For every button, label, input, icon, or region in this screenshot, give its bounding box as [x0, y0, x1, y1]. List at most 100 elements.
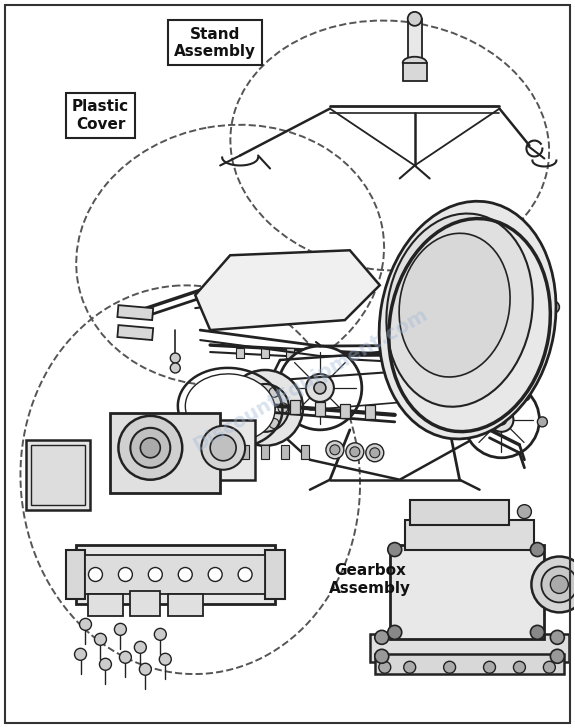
Circle shape — [139, 663, 151, 676]
Bar — [117, 305, 153, 320]
Circle shape — [201, 426, 245, 470]
Circle shape — [178, 568, 192, 582]
Text: Stand
Assembly: Stand Assembly — [174, 27, 256, 59]
Bar — [26, 440, 90, 510]
Bar — [66, 550, 86, 599]
Circle shape — [269, 387, 279, 397]
Ellipse shape — [386, 213, 533, 407]
Circle shape — [99, 658, 112, 670]
Circle shape — [159, 653, 171, 665]
Circle shape — [140, 438, 160, 458]
Circle shape — [513, 661, 526, 673]
Circle shape — [227, 370, 303, 446]
Bar — [131, 591, 160, 617]
Circle shape — [170, 353, 180, 363]
Bar — [290, 400, 300, 414]
Circle shape — [278, 346, 362, 430]
Bar — [277, 313, 283, 319]
Circle shape — [408, 12, 421, 25]
Circle shape — [538, 417, 547, 427]
Circle shape — [519, 389, 530, 401]
Circle shape — [306, 374, 334, 402]
Circle shape — [375, 649, 389, 663]
Circle shape — [366, 444, 384, 462]
Circle shape — [530, 542, 545, 556]
Circle shape — [550, 649, 564, 663]
Text: Plastic
Cover: Plastic Cover — [72, 100, 129, 132]
Circle shape — [370, 448, 380, 458]
Circle shape — [75, 649, 86, 660]
Circle shape — [114, 623, 126, 636]
Circle shape — [542, 566, 575, 603]
Bar — [89, 595, 124, 617]
Circle shape — [154, 628, 166, 641]
Bar — [405, 520, 534, 550]
Circle shape — [79, 618, 91, 630]
Bar — [253, 313, 259, 319]
Circle shape — [550, 576, 568, 593]
Circle shape — [496, 415, 507, 425]
Bar — [168, 595, 203, 617]
Bar — [117, 325, 153, 340]
Circle shape — [375, 630, 389, 644]
Circle shape — [238, 568, 252, 582]
Bar — [370, 634, 569, 662]
Circle shape — [148, 568, 162, 582]
Circle shape — [251, 419, 261, 429]
Bar — [217, 313, 223, 319]
Circle shape — [120, 652, 131, 663]
Circle shape — [543, 661, 555, 673]
Bar — [110, 413, 220, 493]
Bar — [221, 445, 229, 459]
Bar — [412, 325, 428, 335]
Text: Gearbox
Assembly: Gearbox Assembly — [329, 563, 411, 596]
Circle shape — [135, 641, 147, 653]
Bar — [75, 545, 275, 604]
Bar — [410, 499, 509, 525]
Circle shape — [550, 630, 564, 644]
Ellipse shape — [399, 233, 510, 377]
Circle shape — [170, 363, 180, 373]
Bar — [229, 313, 235, 319]
Circle shape — [278, 403, 288, 413]
Circle shape — [444, 661, 455, 673]
Bar — [241, 313, 247, 319]
Circle shape — [251, 387, 261, 397]
Circle shape — [531, 556, 575, 612]
Circle shape — [518, 505, 531, 518]
Circle shape — [484, 661, 496, 673]
Circle shape — [463, 382, 539, 458]
Circle shape — [388, 625, 402, 639]
Circle shape — [89, 568, 102, 582]
Bar — [407, 290, 423, 300]
Circle shape — [269, 419, 279, 429]
Bar — [265, 313, 271, 319]
Circle shape — [346, 443, 364, 461]
Bar — [315, 402, 325, 416]
Bar — [261, 445, 269, 459]
Circle shape — [242, 403, 252, 413]
Bar — [30, 445, 86, 505]
Bar — [365, 405, 375, 419]
Bar — [236, 348, 244, 358]
Circle shape — [210, 435, 236, 461]
Ellipse shape — [379, 201, 556, 439]
Circle shape — [118, 416, 182, 480]
Circle shape — [71, 555, 80, 564]
Bar — [265, 550, 285, 599]
Circle shape — [208, 568, 222, 582]
Bar — [340, 404, 350, 418]
Circle shape — [330, 445, 340, 455]
Circle shape — [118, 568, 132, 582]
Circle shape — [530, 625, 545, 639]
Circle shape — [379, 661, 391, 673]
Bar — [281, 445, 289, 459]
Bar — [375, 654, 564, 674]
Polygon shape — [196, 250, 380, 330]
Circle shape — [388, 542, 402, 556]
Circle shape — [326, 441, 344, 459]
Bar — [410, 360, 426, 370]
Circle shape — [404, 661, 416, 673]
Circle shape — [547, 301, 559, 313]
Bar — [286, 348, 294, 358]
